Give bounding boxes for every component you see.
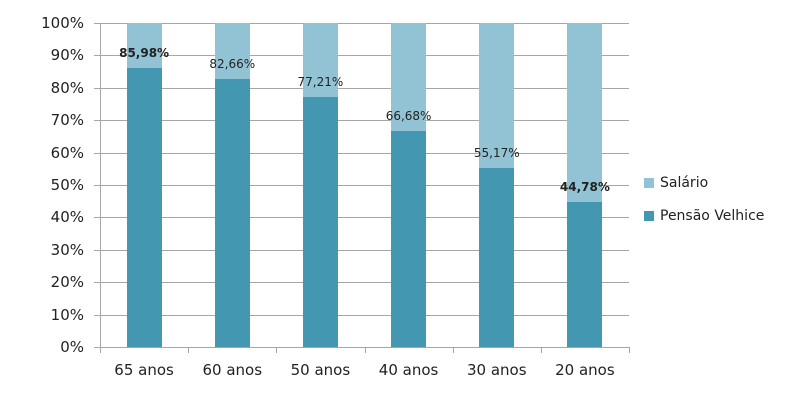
- bar-segment-pensao: [567, 201, 603, 347]
- x-tick-label: 40 anos: [378, 361, 439, 379]
- y-tick: [94, 23, 100, 24]
- data-label: 44,78%: [559, 179, 610, 194]
- plot-area: 85,98% 82,66% 77,21% 66,68% 55,17% 44,78%: [100, 23, 629, 348]
- x-tick: [629, 347, 630, 353]
- y-tick: [94, 347, 100, 348]
- x-tick-label: 30 anos: [466, 361, 527, 379]
- x-tick: [452, 347, 454, 353]
- bar-segment-pensao: [391, 130, 427, 347]
- gridline: [100, 23, 629, 24]
- gridline: [100, 120, 629, 122]
- legend-label: Salário: [660, 175, 709, 191]
- gridline: [100, 87, 629, 89]
- y-tick-label: 30%: [50, 240, 84, 259]
- legend-item-pensao: Pensão Velhice: [644, 205, 764, 227]
- bar-segment-salario: [214, 23, 250, 80]
- x-tick: [188, 347, 190, 353]
- y-tick: [94, 249, 100, 251]
- bar-segment-pensao: [214, 79, 250, 347]
- data-label: 82,66%: [209, 57, 256, 72]
- y-tick-label: 80%: [50, 78, 84, 97]
- y-axis: [100, 23, 101, 347]
- bar-60-anos: [214, 23, 250, 347]
- y-tick: [94, 120, 100, 122]
- legend-swatch-pensao: [644, 211, 654, 221]
- legend-swatch-salario: [644, 178, 654, 188]
- data-label: 66,68%: [385, 108, 432, 123]
- gridline: [100, 217, 629, 219]
- y-tick-label: 10%: [50, 305, 84, 324]
- x-tick-label: 50 anos: [290, 361, 351, 379]
- gridline: [100, 185, 629, 186]
- y-tick-label: 100%: [41, 14, 84, 32]
- y-tick-label: 60%: [50, 143, 84, 162]
- x-tick: [276, 347, 278, 353]
- bar-segment-salario: [567, 23, 603, 202]
- y-tick: [94, 185, 100, 186]
- bar-50-anos: [302, 23, 338, 347]
- bar-40-anos: [391, 23, 427, 347]
- bar-segment-salario: [126, 23, 162, 69]
- y-tick: [94, 87, 100, 89]
- y-tick: [94, 217, 100, 219]
- y-tick-label: 40%: [50, 208, 84, 227]
- bar-segment-pensao: [126, 68, 162, 347]
- legend-item-salario: Salário: [644, 172, 764, 194]
- x-tick: [364, 347, 366, 353]
- bar-segment-pensao: [479, 168, 515, 347]
- y-tick: [94, 152, 100, 154]
- gridline: [100, 152, 629, 154]
- data-label: 55,17%: [473, 146, 520, 161]
- y-tick-label: 0%: [60, 338, 84, 356]
- data-label: 85,98%: [119, 46, 170, 61]
- y-tick-label: 20%: [50, 273, 84, 292]
- gridline: [100, 55, 629, 57]
- y-tick-label: 70%: [50, 111, 84, 130]
- y-tick-label: 90%: [50, 46, 84, 65]
- gridline: [100, 282, 629, 284]
- x-tick-label: 65 anos: [114, 361, 174, 379]
- x-tick-label: 20 anos: [555, 361, 615, 379]
- y-tick-label: 50%: [50, 176, 84, 194]
- x-tick: [540, 347, 542, 353]
- bar-20-anos: [567, 23, 603, 347]
- bar-65-anos: [126, 23, 162, 347]
- data-label: 77,21%: [297, 74, 344, 89]
- bar-segment-salario: [302, 23, 338, 97]
- bar-segment-pensao: [302, 96, 338, 347]
- bar-segment-salario: [391, 23, 427, 131]
- gridline: [100, 314, 629, 316]
- y-tick: [94, 55, 100, 57]
- gridline: [100, 249, 629, 251]
- y-tick: [94, 314, 100, 316]
- y-tick: [94, 282, 100, 284]
- bar-30-anos: [479, 23, 515, 347]
- bar-segment-salario: [479, 23, 515, 169]
- legend-label: Pensão Velhice: [660, 208, 765, 224]
- x-tick-label: 60 anos: [202, 361, 263, 379]
- legend: Salário Pensão Velhice: [644, 172, 764, 238]
- x-tick: [100, 347, 101, 353]
